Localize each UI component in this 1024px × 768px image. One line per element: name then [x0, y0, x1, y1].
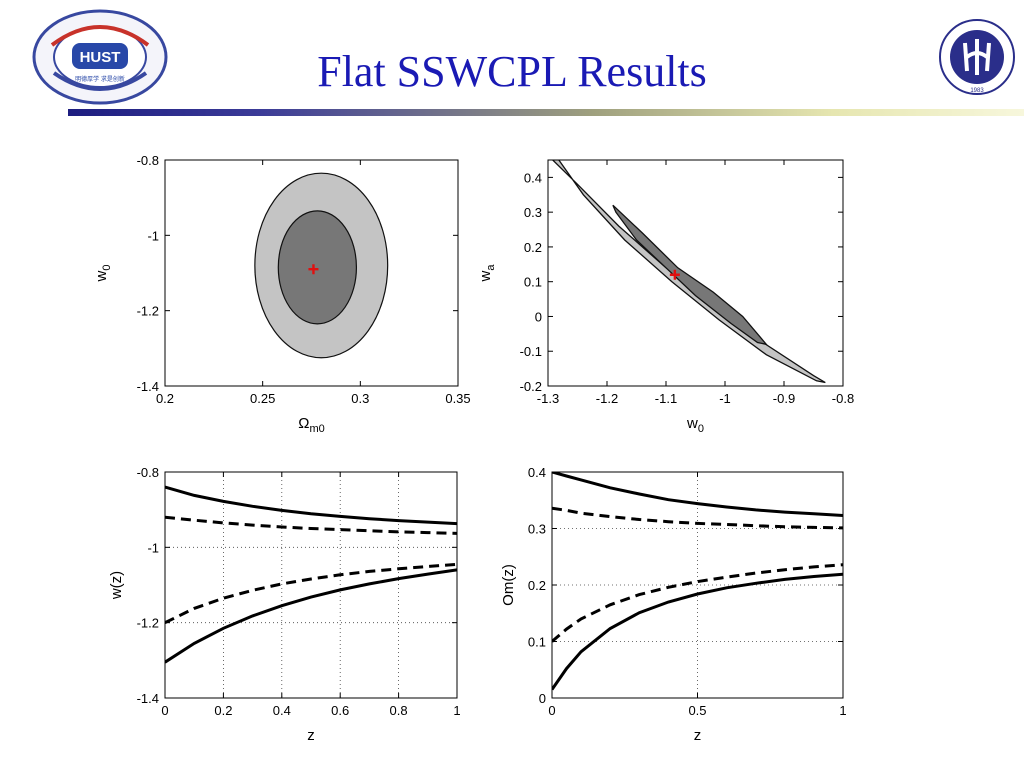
- y-tick-label: 0.1: [528, 635, 546, 650]
- plot-frame: [547, 159, 844, 387]
- y-tick-label: -1: [147, 540, 159, 555]
- y-tick-label: 0.2: [528, 578, 546, 593]
- x-axis-label: z: [694, 727, 702, 744]
- plot-area: [165, 472, 457, 698]
- y-tick-label: -0.2: [520, 379, 542, 394]
- x-tick-label: -1.1: [655, 391, 677, 406]
- x-tick-label: 0.2: [214, 703, 232, 718]
- y-tick-label: 0: [539, 691, 546, 706]
- y-tick-label: 0.4: [528, 465, 546, 480]
- x-tick-label: 0.25: [250, 391, 275, 406]
- y-axis-label-subscript: a: [485, 264, 497, 271]
- plot-frame: [164, 159, 459, 387]
- x-tick-label: 0: [161, 703, 168, 718]
- x-tick-label: -1.3: [537, 391, 559, 406]
- series-line-1: [552, 506, 843, 530]
- y-axis-label: w(z): [108, 571, 125, 600]
- y-tick-label: 0.3: [524, 205, 542, 220]
- y-tick-label: -0.8: [137, 153, 159, 168]
- contour-1sigma: [277, 210, 358, 325]
- wz-evolution-plot: 0 0.2 0.4 0.6 0.8 1 -0.8 -1 -1.2 -1.4 z w(z): [108, 465, 461, 744]
- y-tick-label: 0.3: [528, 522, 546, 537]
- x-axis-label-subscript: 0: [698, 423, 704, 435]
- physics-department-logo: 1983: [937, 17, 1017, 102]
- y-axis-label: wa: [477, 264, 497, 283]
- y-axis-label-subscript: 0: [101, 265, 113, 271]
- series-line-2: [552, 563, 843, 643]
- plot-frame: [164, 471, 458, 699]
- x-tick-label: 0.35: [445, 391, 470, 406]
- x-axis-label: w0: [686, 415, 704, 435]
- contour-1sigma: [612, 204, 769, 346]
- x-tick-label: -0.8: [832, 391, 854, 406]
- x-tick-label: -1.2: [596, 391, 618, 406]
- y-tick-label: 0: [535, 309, 542, 324]
- x-tick-label: -0.9: [773, 391, 795, 406]
- contour-2sigma: [551, 160, 826, 384]
- y-tick-label: 0.4: [524, 170, 542, 185]
- y-tick-label: -0.8: [137, 465, 159, 480]
- series-line-1: [165, 515, 457, 535]
- series-line-3: [552, 572, 843, 691]
- x-tick-label: 0.4: [273, 703, 291, 718]
- x-tick-label: 1: [453, 703, 460, 718]
- series-line-2: [165, 562, 457, 625]
- x-tick-label: 0.6: [331, 703, 349, 718]
- w0-wa-contour-plot: -1.3 -1.2 -1.1 -1 -0.9 -0.8 0.4 0.3 0.2 0.1 0 -0.1 -…: [477, 159, 854, 435]
- y-tick-label: -1.4: [137, 691, 159, 706]
- slide-title: Flat SSWCPL Results: [317, 47, 707, 96]
- hust-university-logo: HUST 明德厚学 求是创新: [30, 7, 170, 112]
- omega-w0-contour-plot: 0.2 0.25 0.3 0.35 -0.8 -1 -1.2 -1.4 Ωm0 w0: [93, 153, 471, 435]
- x-tick-label: 0.2: [156, 391, 174, 406]
- x-axis-label-subscript: m0: [309, 423, 324, 435]
- svg-text:HUST: HUST: [80, 49, 121, 66]
- svg-text:明德厚学 求是创新: 明德厚学 求是创新: [75, 75, 125, 83]
- y-tick-label: -1.2: [137, 616, 159, 631]
- y-tick-label: -1: [147, 228, 159, 243]
- svg-text:1983: 1983: [970, 88, 984, 94]
- plot-area: [548, 160, 843, 386]
- best-fit-marker: [308, 264, 319, 275]
- best-fit-marker: [669, 269, 680, 280]
- omz-evolution-plot: 0 0.5 1 0.4 0.3 0.2 0.1 0 z Om(z): [500, 465, 847, 744]
- x-tick-label: 0.3: [351, 391, 369, 406]
- y-axis-label: Om(z): [500, 564, 517, 606]
- series-line-3: [165, 568, 457, 664]
- x-axis-label: z: [307, 727, 315, 744]
- y-tick-label: -1.4: [137, 379, 159, 394]
- y-tick-label: -0.1: [520, 344, 542, 359]
- x-axis-label: Ωm0: [298, 415, 325, 435]
- x-tick-label: 0.8: [390, 703, 408, 718]
- x-tick-label: 1: [839, 703, 846, 718]
- y-axis-label: w0: [93, 265, 113, 283]
- series-line-0: [165, 485, 457, 526]
- y-tick-label: 0.1: [524, 275, 542, 290]
- y-tick-label: -1.2: [137, 304, 159, 319]
- series-line-0: [552, 472, 843, 517]
- title-divider: [68, 109, 1024, 116]
- y-tick-label: 0.2: [524, 240, 542, 255]
- x-tick-label: -1: [719, 391, 731, 406]
- x-tick-label: 0: [548, 703, 555, 718]
- x-tick-label: 0.5: [688, 703, 706, 718]
